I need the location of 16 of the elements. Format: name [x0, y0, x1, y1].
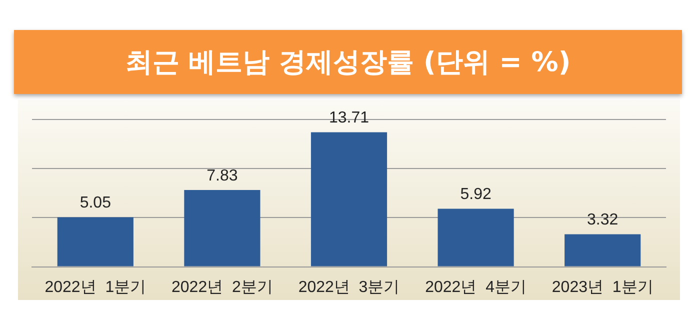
- bar: [184, 190, 260, 266]
- bar: [564, 234, 641, 266]
- data-label: 13.71: [328, 110, 370, 127]
- data-label: 3.32: [587, 212, 618, 229]
- data-label: 5.05: [80, 194, 112, 212]
- bar: [57, 217, 134, 266]
- data-label: 5.92: [460, 186, 492, 204]
- data-label: 7.83: [206, 167, 238, 184]
- x-tick-label: 2022년 3분기: [298, 278, 400, 296]
- x-tick-label: 2022년 2분기: [172, 278, 273, 296]
- chart-title: 최근 베트남 경제성장률 (단위 = %): [14, 30, 682, 94]
- x-tick-label: 2023년 1분기: [552, 278, 654, 296]
- x-tick-label: 2022년 4분기: [425, 278, 526, 296]
- bar: [438, 208, 514, 266]
- x-tick-label: 2022년 1분기: [44, 278, 146, 296]
- bar: [310, 132, 388, 266]
